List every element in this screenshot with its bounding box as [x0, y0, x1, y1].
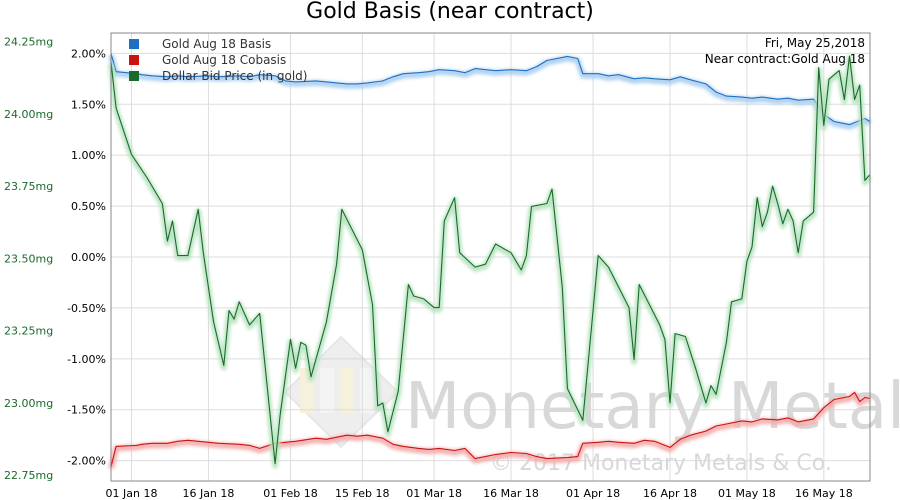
chart-title: Gold Basis (near contract)	[306, 0, 594, 24]
right-tick-label: 1.00%	[71, 149, 106, 162]
right-tick-label: -2.00%	[67, 455, 106, 468]
right-axis: 2.00% 1.50% 1.00% 0.50% 0.00% -0.50% -1.00% -1.…	[67, 47, 106, 467]
x-tick-label: 01 Mar 18	[406, 487, 462, 500]
x-tick-label: 16 May 18	[795, 487, 853, 500]
series-layer	[108, 53, 873, 470]
left-tick-label: 24.25mg	[4, 36, 53, 49]
left-tick-label: 23.25mg	[4, 325, 53, 338]
right-tick-label: 2.00%	[71, 47, 106, 60]
legend-swatch-dollar-bid-price-in-gold	[129, 71, 139, 81]
right-tick-label: -1.50%	[67, 404, 106, 417]
x-tick-label: 01 May 18	[718, 487, 776, 500]
left-tick-label: 22.75mg	[4, 469, 53, 482]
left-tick-label: 23.00mg	[4, 397, 53, 410]
right-tick-label: 1.50%	[71, 98, 106, 111]
watermark-copyright: © 2017 Monetary Metals & Co.	[490, 451, 832, 476]
x-tick-label: 16 Apr 18	[643, 487, 697, 500]
legend: Gold Aug 18 Basis Gold Aug 18 Cobasis Doll…	[129, 37, 307, 83]
series-line-gold-aug-18-basis	[110, 53, 871, 126]
left-tick-label: 24.00mg	[4, 108, 53, 121]
left-tick-label: 23.50mg	[4, 252, 53, 265]
x-tick-label: 16 Jan 18	[182, 487, 234, 500]
grid-lines	[111, 33, 870, 481]
right-tick-label: -1.00%	[67, 353, 106, 366]
left-tick-label: 23.75mg	[4, 180, 53, 193]
legend-swatch-gold-aug-18-cobasis	[129, 55, 139, 65]
x-tick-label: 01 Feb 18	[263, 487, 317, 500]
legend-swatch-gold-aug-18-basis	[129, 39, 139, 49]
x-tick-label: 16 Mar 18	[483, 487, 539, 500]
series-line-gold-aug-18-cobasis	[110, 391, 871, 467]
contract-label: Near contract:Gold Aug 18	[705, 52, 865, 66]
x-tick-label: 15 Feb 18	[335, 487, 389, 500]
left-axis: 24.25mg 24.00mg 23.75mg 23.50mg 23.25mg 23.00…	[4, 36, 53, 483]
legend-label-gold-aug-18-basis: Gold Aug 18 Basis	[162, 37, 271, 51]
right-tick-label: 0.50%	[71, 200, 106, 213]
right-tick-label: -0.50%	[67, 302, 106, 315]
legend-label-gold-aug-18-cobasis: Gold Aug 18 Cobasis	[162, 53, 286, 67]
series-glow-gold-aug-18-basis	[108, 54, 872, 130]
series-line-dollar-bid-price-in-gold	[110, 55, 871, 465]
right-tick-label: 0.00%	[71, 251, 106, 264]
plot-frame	[110, 32, 871, 482]
x-tick-label: 01 Jan 18	[106, 487, 158, 500]
date-label: Fri, May 25,2018	[765, 36, 865, 50]
x-axis: 01 Jan 18 16 Jan 18 01 Feb 18 15 Feb 18 01 M…	[106, 487, 853, 500]
series-glow-gold-aug-18-cobasis	[108, 391, 871, 470]
watermark: Monetary Metals © 2017 Monetary Metals &…	[283, 335, 900, 476]
watermark-brand: Monetary Metals	[405, 370, 900, 444]
legend-label-dollar-bid-price-in-gold: Dollar Bid Price (in gold)	[162, 69, 307, 83]
x-tick-label: 01 Apr 18	[566, 487, 620, 500]
